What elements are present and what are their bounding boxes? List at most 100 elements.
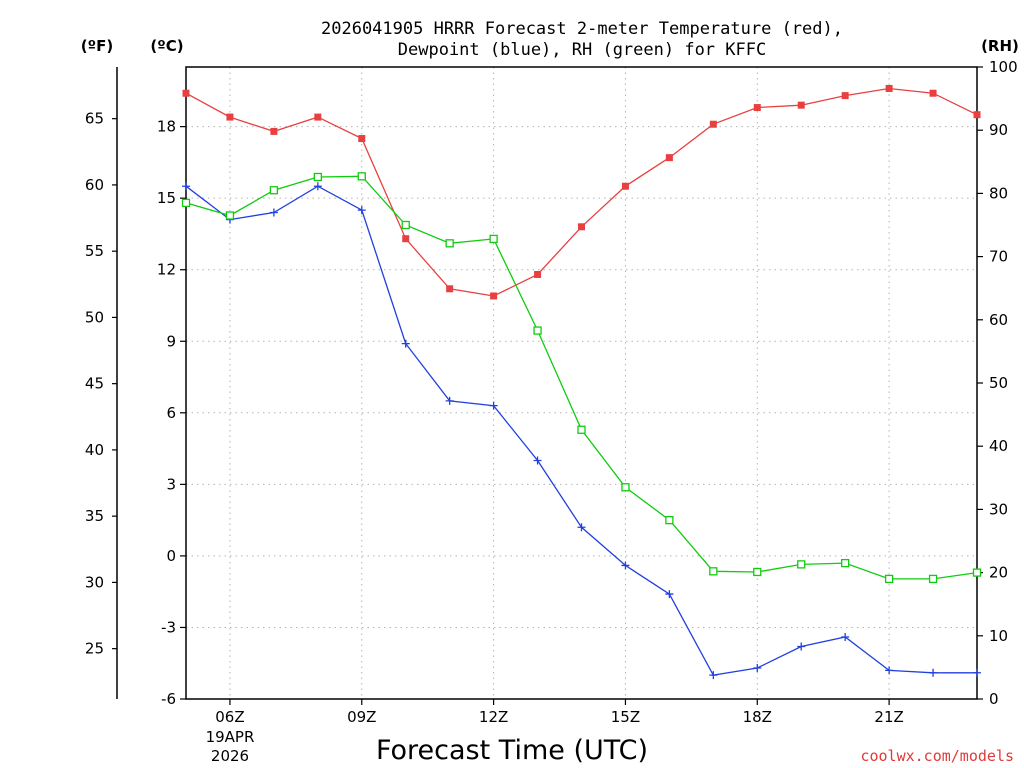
- fahrenheit-tick-label: 40: [85, 441, 104, 459]
- date-label-line1: 19APR: [206, 728, 255, 746]
- rh-tick-label: 40: [989, 437, 1008, 455]
- rh-point: [577, 425, 586, 434]
- rh-point: [269, 186, 279, 195]
- rh-point: [357, 172, 366, 181]
- temperature-point: [402, 235, 410, 243]
- rh-line: [185, 175, 978, 580]
- rh-point: [665, 515, 674, 525]
- rh-point: [533, 326, 542, 335]
- dewpoint-point: [401, 339, 410, 348]
- dewpoint-point: [489, 401, 498, 410]
- fahrenheit-tick-label: 45: [85, 375, 104, 393]
- x-tick-label: 06Z: [215, 708, 244, 726]
- x-axis-title: Forecast Time (UTC): [376, 735, 648, 766]
- dewpoint-point: [533, 456, 542, 465]
- celsius-tick-label: 15: [157, 189, 176, 207]
- temperature-point: [841, 92, 849, 100]
- rh-point: [709, 567, 718, 576]
- dewpoint-point: [357, 206, 366, 215]
- rh-point: [225, 211, 235, 220]
- celsius-tick-label: -3: [161, 618, 176, 636]
- celsius-tick-label: -6: [161, 690, 176, 708]
- rh-tick-label: 10: [989, 627, 1008, 645]
- celsius-tick-label: 6: [166, 404, 176, 422]
- celsius-tick-label: 0: [166, 547, 176, 565]
- temperature-point: [973, 111, 981, 119]
- celsius-unit-label: (ºC): [150, 37, 183, 55]
- temperature-point: [709, 120, 717, 128]
- x-tick-label: 21Z: [874, 708, 903, 726]
- temperature-line: [185, 87, 978, 297]
- rh-point: [884, 574, 894, 584]
- rh-tick-label: 50: [989, 374, 1008, 392]
- fahrenheit-tick-label: 30: [85, 573, 104, 591]
- dewpoint-point: [182, 182, 190, 191]
- date-label-line2: 2026: [211, 747, 249, 765]
- rh-point: [841, 558, 850, 568]
- dewpoint-point: [973, 668, 981, 677]
- celsius-tick-label: 12: [157, 261, 176, 279]
- temperature-point: [797, 101, 805, 109]
- x-tick-label: 18Z: [743, 708, 772, 726]
- fahrenheit-tick-label: 50: [85, 308, 104, 326]
- temperature-point: [490, 292, 498, 300]
- x-tick-label: 12Z: [479, 708, 508, 726]
- axes-layer: -6 -3 0 3 6 9 12 15 18 25 30 35 40 45 50 55 60 65 0 10 20 30 4…: [85, 58, 1018, 726]
- temperature-point: [753, 104, 761, 112]
- rh-tick-label: 90: [989, 121, 1008, 139]
- rh-tick-label: 20: [989, 564, 1008, 582]
- temperature-point: [929, 89, 937, 97]
- dewpoint-point: [797, 642, 806, 651]
- temperature-point: [665, 154, 673, 162]
- rh-unit-label: (RH): [981, 37, 1019, 55]
- rh-point: [621, 483, 630, 492]
- temperature-point: [621, 182, 629, 190]
- dewpoint-point: [269, 208, 278, 217]
- fahrenheit-tick-label: 55: [85, 242, 104, 260]
- rh-tick-label: 0: [989, 690, 999, 708]
- temperature-point: [270, 127, 278, 135]
- rh-point: [313, 172, 322, 182]
- dewpoint-point: [313, 182, 322, 191]
- rh-point: [753, 567, 762, 577]
- rh-point: [928, 574, 938, 584]
- celsius-tick-label: 9: [166, 332, 176, 350]
- x-tick-label: 15Z: [611, 708, 640, 726]
- fahrenheit-unit-label: (ºF): [81, 37, 113, 55]
- dewpoint-point: [621, 561, 630, 570]
- dewpoint-point: [841, 632, 850, 641]
- series-layer: [181, 84, 982, 680]
- dewpoint-point: [753, 663, 762, 672]
- rh-tick-label: 80: [989, 184, 1008, 202]
- temperature-point: [314, 113, 322, 121]
- chart-title-line1: 2026041905 HRRR Forecast 2-meter Tempera…: [321, 19, 843, 39]
- temperature-point: [578, 223, 585, 231]
- rh-tick-label: 100: [989, 58, 1018, 76]
- temperature-point: [446, 285, 454, 293]
- dewpoint-point: [577, 523, 586, 532]
- temperature-point: [358, 135, 366, 143]
- rh-tick-label: 30: [989, 500, 1008, 518]
- rh-point: [181, 198, 191, 208]
- grid-layer: [186, 67, 977, 699]
- dewpoint-point: [665, 590, 674, 599]
- x-tick-label: 09Z: [347, 708, 376, 726]
- fahrenheit-tick-label: 35: [85, 507, 104, 525]
- rh-point: [401, 220, 410, 230]
- rh-point: [445, 239, 454, 248]
- fahrenheit-tick-label: 25: [85, 640, 104, 658]
- rh-tick-label: 60: [989, 311, 1008, 329]
- credit-text: coolwx.com/models: [860, 747, 1014, 765]
- rh-point: [797, 560, 806, 569]
- temperature-point: [534, 270, 542, 278]
- rh-tick-label: 70: [989, 248, 1008, 266]
- temperature-point: [885, 84, 893, 92]
- temperature-point: [226, 113, 234, 121]
- celsius-tick-label: 18: [157, 118, 176, 136]
- fahrenheit-tick-label: 60: [85, 176, 104, 194]
- chart-title-line2: Dewpoint (blue), RH (green) for KFFC: [398, 40, 766, 60]
- rh-point: [489, 234, 498, 244]
- dewpoint-point: [929, 668, 938, 677]
- celsius-tick-label: 3: [166, 475, 176, 493]
